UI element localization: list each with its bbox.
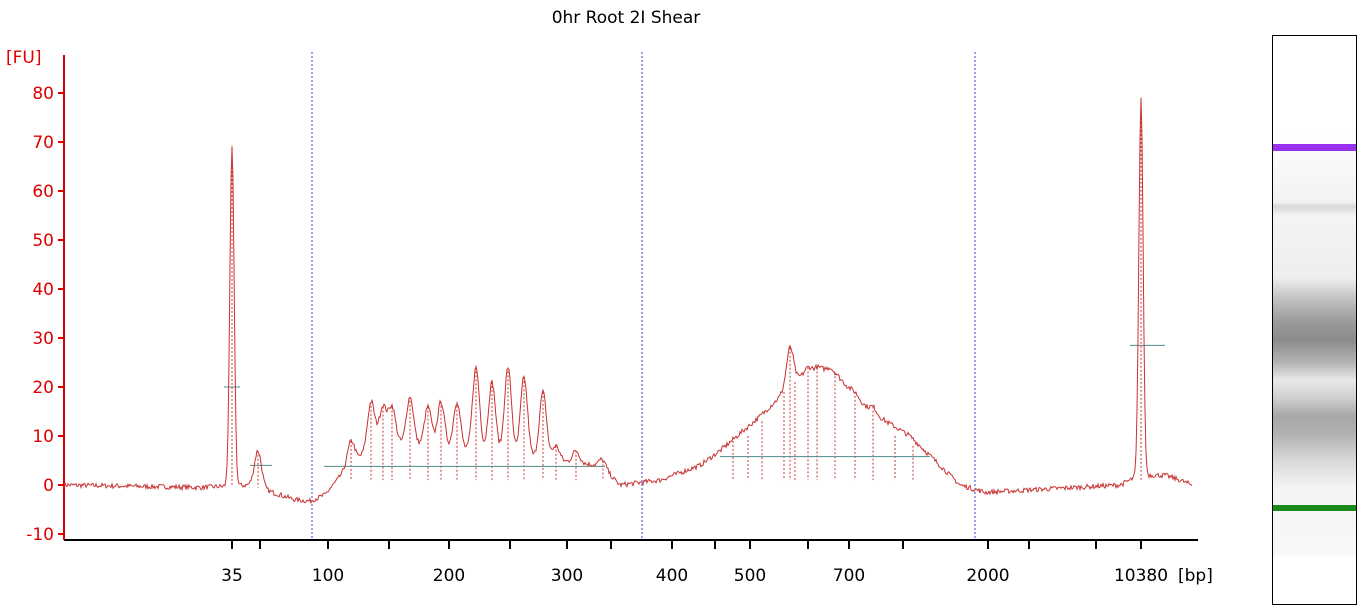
peak-label: 182 <box>422 0 454 5</box>
peak-label: 532 <box>756 0 788 5</box>
y-tick-label: 70 <box>32 133 54 153</box>
peak-label: 191 <box>435 0 467 5</box>
x-tick-label: 35 <box>221 566 243 586</box>
axes: -10 0 10 20 30 40 50 60 70 80 35 100 200 300 400 500 700… <box>26 55 1198 586</box>
peak-label: 576 <box>789 0 821 5</box>
peak-label: 237 <box>486 0 518 5</box>
peak-labels: 3510380481151331421491631821912022212372… <box>228 0 1191 5</box>
peak-label: 221 <box>470 0 502 5</box>
y-tick-label: 30 <box>32 329 54 349</box>
region-markers <box>311 52 976 540</box>
x-axis-label: [bp] <box>1178 566 1213 586</box>
peak-label: 163 <box>404 0 436 5</box>
x-tick-label: 2000 <box>966 566 1009 586</box>
peak-label: 202 <box>451 0 483 5</box>
gel-band-lower-marker <box>1273 505 1356 511</box>
y-tick-label: -10 <box>26 525 54 545</box>
peak-label: 278 <box>537 0 569 5</box>
chart-title: 0hr Root 2I Shear <box>552 8 701 28</box>
x-tick-label: 10380 <box>1114 566 1168 586</box>
x-tick-label: 100 <box>312 566 344 586</box>
peak-label: 115 <box>345 0 377 5</box>
peak-label: 550 <box>778 0 810 5</box>
peak-label: 133 <box>365 0 397 5</box>
trace-group <box>63 97 1193 505</box>
electropherogram-trace <box>63 97 1193 505</box>
y-tick-label: 80 <box>32 84 54 104</box>
gel-lane <box>1272 35 1357 605</box>
peak-label: 249 <box>502 0 534 5</box>
peak-label: 142 <box>377 0 409 5</box>
y-tick-label: 20 <box>32 378 54 398</box>
x-tick-label: 500 <box>734 566 766 586</box>
x-tick-label: 300 <box>551 566 583 586</box>
marker-peak-label: 35 <box>228 0 250 5</box>
peak-label: 339 <box>597 0 629 5</box>
peak-label: 262 <box>518 0 550 5</box>
peak-label: 48 <box>252 0 274 5</box>
y-tick-label: 10 <box>32 427 54 447</box>
peak-label: 1141 <box>907 0 950 5</box>
peak-label: 603 <box>802 0 834 5</box>
x-tick-label: 400 <box>656 566 688 586</box>
x-tick-label: 200 <box>433 566 465 586</box>
peak-label: 824 <box>867 0 899 5</box>
x-tick-label: 700 <box>833 566 865 586</box>
peak-label: 309 <box>570 0 602 5</box>
y-axis-label: [FU] <box>6 48 42 68</box>
y-tick-label: 40 <box>32 280 54 300</box>
peak-label: 699 <box>849 0 881 5</box>
peak-label: 505 <box>742 0 774 5</box>
electropherogram-chart: 0hr Root 2I Shear -10 0 10 20 30 40 50 60 70 80 35… <box>6 0 1213 586</box>
y-tick-label: 0 <box>43 476 54 496</box>
y-tick-label: 60 <box>32 182 54 202</box>
peak-label: 628 <box>811 0 843 5</box>
peak-label: 293 <box>550 0 582 5</box>
y-tick-label: 50 <box>32 231 54 251</box>
peak-label: 649 <box>829 0 861 5</box>
marker-peak-label: 10380 <box>1137 0 1191 5</box>
peak-fill-lines <box>224 97 1165 488</box>
gel-background <box>1273 131 1356 576</box>
peak-label: 474 <box>727 0 759 5</box>
peak-label: 941 <box>889 0 921 5</box>
peak-label: 563 <box>784 0 816 5</box>
gel-band-upper-marker <box>1273 144 1356 151</box>
peak-label: 149 <box>386 0 418 5</box>
